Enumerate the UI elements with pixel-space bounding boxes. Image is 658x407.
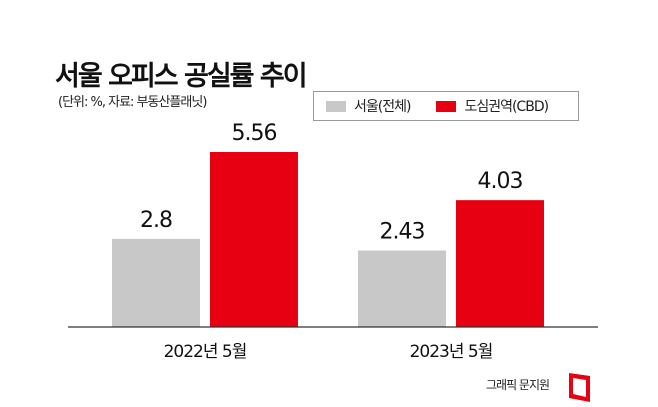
x-tick-label: 2022년 5월 <box>164 342 247 362</box>
legend: 서울(전체) 도심권역(CBD) <box>313 91 579 121</box>
data-label: 4.03 <box>478 169 523 194</box>
chart-title: 서울 오피스 공실률 추이 <box>55 61 308 92</box>
x-tick-label: 2023년 5월 <box>410 342 493 362</box>
legend-swatch-seoul <box>326 100 346 112</box>
legend-swatch-cbd <box>436 100 457 112</box>
bar-0-1 <box>358 250 446 327</box>
bar-1-0 <box>210 152 298 327</box>
chart-subtitle: (단위: %, 자료: 부동산플래닛) <box>58 95 207 110</box>
data-label: 2.43 <box>380 220 425 245</box>
data-label: 2.8 <box>140 208 172 233</box>
legend-label-seoul: 서울(전체) <box>354 99 411 115</box>
credit: 그래픽 문지원 <box>486 378 550 392</box>
legend-label-cbd: 도심권역(CBD) <box>464 99 549 115</box>
bar-1-1 <box>456 200 544 327</box>
bar-0-0 <box>112 238 200 327</box>
data-label: 5.56 <box>232 121 277 146</box>
